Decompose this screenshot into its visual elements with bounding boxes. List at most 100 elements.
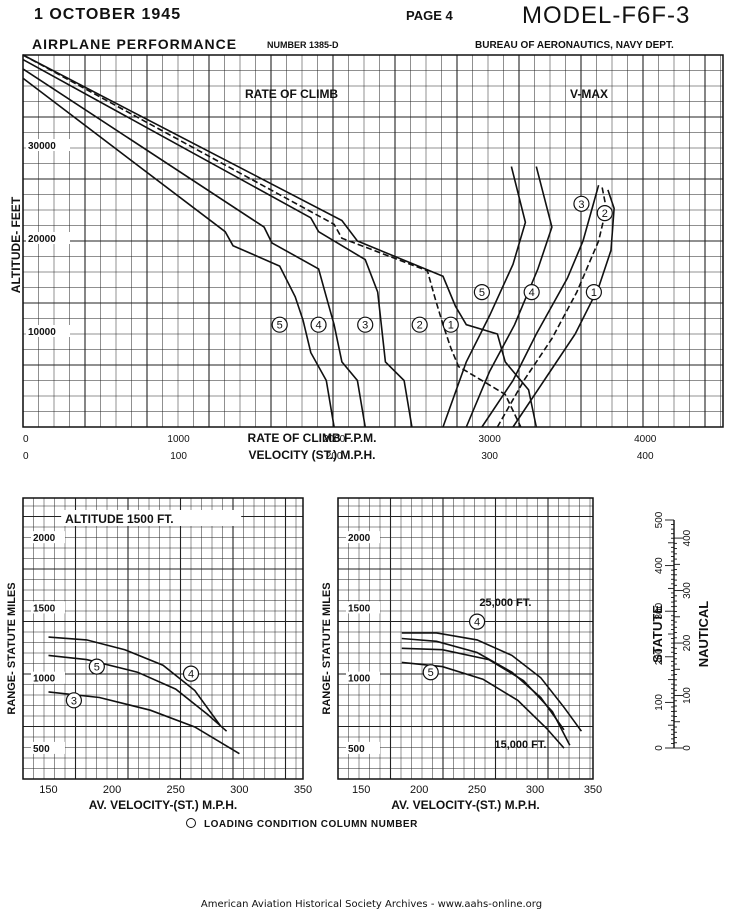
roc-line-3 <box>22 58 413 428</box>
vmax-series-label-4: 4 <box>529 287 535 299</box>
statute-label: STATUTE <box>650 605 665 663</box>
statute-tick-label: 500 <box>654 511 665 528</box>
statute-tick-label: 400 <box>654 557 665 574</box>
range-1500-range-line-4 <box>48 636 221 727</box>
range-1500-series-label-5: 5 <box>94 662 100 674</box>
main-ytick-label: 30000 <box>28 141 56 152</box>
range-altitude-xtick-label: 350 <box>584 784 602 796</box>
range-1500-xtick-label: 300 <box>230 784 248 796</box>
range-1500-ytick-label: 500 <box>33 744 50 755</box>
roc-xtick-label: 2000 <box>323 434 346 445</box>
rate-of-climb-section-label: RATE OF CLIMB <box>245 87 338 101</box>
range-altitude-series-label-5: 5 <box>428 667 434 679</box>
range-1500-title: ALTITUDE 1500 FT. <box>65 512 173 526</box>
range-altitude-ytick-label: 1500 <box>348 603 371 614</box>
section-title: AIRPLANE PERFORMANCE <box>32 36 238 52</box>
main-ytick-label: 20000 <box>28 234 56 245</box>
range-altitude-ytick-label: 500 <box>348 744 365 755</box>
issuing-bureau: BUREAU OF AERONAUTICS, NAVY DEPT. <box>475 40 674 51</box>
range-1500-xtick-label: 250 <box>167 784 185 796</box>
vmax-series-label-1-circle <box>585 284 602 301</box>
velocity-xtick-label: 300 <box>481 451 498 462</box>
range-altitude-annotation: 25,000 FT. <box>479 597 531 609</box>
velocity-x-axis-title: VELOCITY (ST.) M.P.H. <box>249 448 376 462</box>
roc-series-label-4-circle <box>310 316 327 333</box>
range-1500-ytick-label: 1000 <box>33 674 56 685</box>
main-ytick-label: 10000 <box>28 327 56 338</box>
statute-tick-label: 300 <box>654 602 665 619</box>
velocity-xtick-label: 400 <box>637 451 654 462</box>
range-altitude-ytick-label: 1000 <box>348 674 371 685</box>
main-ytick-bg <box>26 232 70 244</box>
range-1500-ytick-bg <box>31 741 65 754</box>
v-max-section-label: V-MAX <box>570 87 608 101</box>
roc-line-4 <box>22 68 366 428</box>
main-ytick-bg <box>26 139 70 151</box>
roc-series-label-3: 3 <box>362 320 368 332</box>
roc-series-label-1-circle <box>442 316 459 333</box>
range-altitude-ytick-bg <box>346 671 380 684</box>
range-1500-xtick-label: 150 <box>39 784 57 796</box>
range-altitude-series-label-5-circle <box>422 664 439 681</box>
roc-line-5 <box>22 77 335 428</box>
roc-line-2 <box>22 54 522 428</box>
roc-series-label-1: 1 <box>448 320 454 332</box>
range-altitude-series-label-4-circle <box>468 613 486 630</box>
velocity-xtick-label: 200 <box>326 451 343 462</box>
range-altitude-annotation: 15,000 FT. <box>494 739 546 751</box>
vmax-line-3 <box>481 184 600 428</box>
roc-xtick-label: 3000 <box>479 434 502 445</box>
vmax-series-label-5: 5 <box>479 287 485 299</box>
document-number: NUMBER 1385-D <box>267 40 339 50</box>
roc-series-label-2: 2 <box>417 320 423 332</box>
range-1500-series-label-3: 3 <box>71 695 77 707</box>
range-1500-ytick-bg <box>31 671 65 684</box>
range-altitude-ytick-label: 2000 <box>348 533 371 544</box>
archive-credit: American Aviation Historical Society Arc… <box>200 899 543 910</box>
range-altitude-xtick-label: 300 <box>526 784 544 796</box>
statute-tick-label: 0 <box>654 745 665 751</box>
page-number: PAGE 4 <box>406 8 453 23</box>
velocity-xtick-label: 0 <box>23 451 29 462</box>
range-1500-series-label-4: 4 <box>188 669 194 681</box>
roc-series-label-5-circle <box>271 316 288 333</box>
nautical-tick-label: 400 <box>682 529 693 546</box>
range-1500-y-axis-title: RANGE- STATUTE MILES <box>6 582 18 714</box>
vmax-series-label-4-circle <box>523 284 540 301</box>
main-frame <box>22 54 724 428</box>
loading-condition-note: LOADING CONDITION COLUMN NUMBER <box>186 818 418 830</box>
roc-series-label-4: 4 <box>315 320 321 332</box>
vmax-line-5 <box>442 166 527 428</box>
range-1500-ytick-bg <box>31 601 65 614</box>
range-1500-title-bg <box>61 510 242 526</box>
vmax-series-label-5-circle <box>473 284 490 301</box>
vmax-series-label-3-circle <box>573 195 590 212</box>
range-altitude-series-label-4: 4 <box>474 617 480 629</box>
nautical-tick-label: 200 <box>682 634 693 651</box>
range-1500-series-label-3-circle <box>65 692 83 709</box>
roc-xtick-label: 0 <box>23 434 29 445</box>
roc-x-axis-title: RATE OF CLIMB F.P.M. <box>248 431 377 445</box>
range-1500-series-label-5-circle <box>88 658 105 675</box>
range-altitude-xtick-label: 150 <box>352 784 370 796</box>
roc-xtick-label: 1000 <box>167 434 190 445</box>
statute-tick-label: 200 <box>654 648 665 665</box>
range-altitude-x-axis-title: AV. VELOCITY-(ST.) M.P.H. <box>391 798 539 812</box>
main-y-axis-title: ALTITUDE- FEET <box>9 196 23 293</box>
vmax-series-label-2-circle <box>596 205 613 222</box>
range-1500-ytick-label: 1500 <box>33 603 56 614</box>
model-title: MODEL-F6F-3 <box>522 2 691 29</box>
roc-series-label-3-circle <box>357 316 374 333</box>
main-ytick-bg <box>26 325 70 337</box>
document-date: 1 OCTOBER 1945 <box>34 6 182 23</box>
range-altitude-xtick-label: 200 <box>410 784 428 796</box>
range-altitude-ytick-bg <box>346 601 380 614</box>
nautical-tick-label: 100 <box>682 687 693 704</box>
range-1500-xtick-label: 350 <box>294 784 312 796</box>
range-1500-range-line-5 <box>48 654 228 732</box>
roc-series-label-2-circle <box>411 316 428 333</box>
range-1500-frame <box>22 497 304 780</box>
vmax-series-label-2: 2 <box>602 208 608 220</box>
nautical-tick-label: 0 <box>682 745 693 751</box>
range-altitude-ytick-bg <box>346 741 380 754</box>
